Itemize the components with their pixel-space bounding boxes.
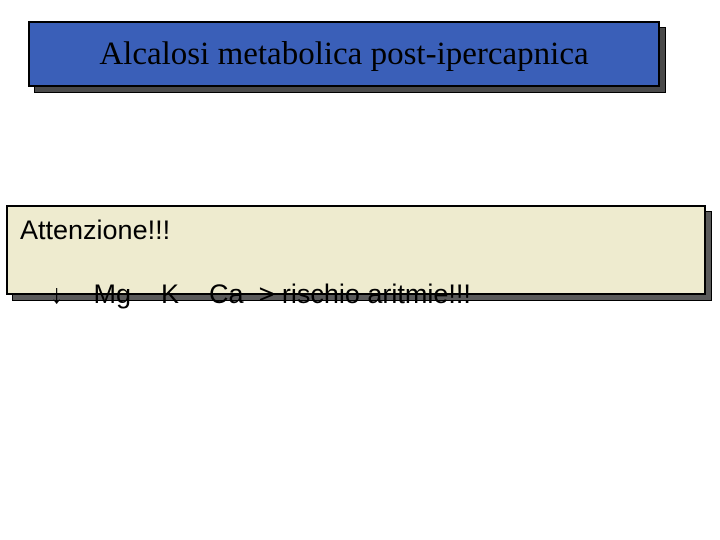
title-text: Alcalosi metabolica post-ipercapnica (99, 36, 588, 72)
down-arrow-icon: ↓ (50, 279, 64, 309)
content-line2-text: Mg K Ca > rischio aritmie!!! (64, 279, 471, 309)
title-box: Alcalosi metabolica post-ipercapnica (28, 21, 660, 87)
content-box: Attenzione!!! ↓ Mg K Ca > rischio aritmi… (6, 205, 706, 295)
content-line1: Attenzione!!! (20, 215, 692, 246)
content-line2: ↓ Mg K Ca > rischio aritmie!!! (20, 248, 692, 341)
